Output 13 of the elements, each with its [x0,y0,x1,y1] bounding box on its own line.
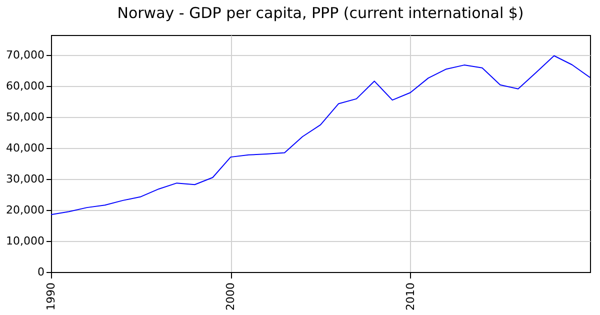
y-tick-label: 50,000 [6,110,44,124]
y-tick-label: 30,000 [6,172,44,186]
y-tick-label: 70,000 [6,48,44,62]
line-series [51,55,590,216]
x-tick-label: 2000 [224,282,238,310]
y-tick-label: 0 [38,266,44,278]
y-tick-label: 10,000 [6,234,44,248]
y-tick-label: 60,000 [6,80,44,93]
chart-title: Norway - GDP per capita, PPP (current international $) [117,4,524,22]
x-tick-label: 1990 [44,282,58,310]
y-tick-label: 20,000 [6,204,44,217]
x-tick-label: 2010 [404,282,417,310]
y-tick-label: 40,000 [6,142,44,155]
